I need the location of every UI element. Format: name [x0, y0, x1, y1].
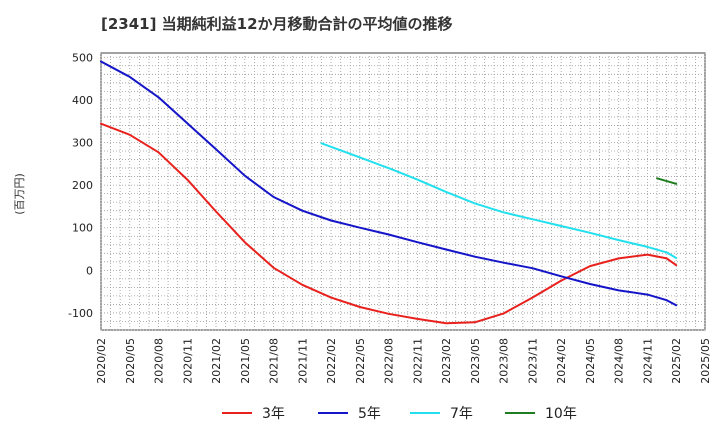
x-tick-label: 2021/05 [239, 338, 252, 384]
legend-label: 3年 [262, 406, 285, 422]
x-tick-label: 2024/11 [641, 338, 654, 384]
y-tick-label: 400 [72, 94, 93, 107]
series-line [100, 60, 678, 307]
legend-label: 10年 [545, 406, 577, 422]
x-tick-label: 2023/02 [440, 338, 453, 384]
series-line [320, 142, 678, 259]
x-tick-label: 2020/08 [153, 338, 166, 384]
x-tick-label: 2021/08 [268, 338, 281, 384]
x-tick-label: 2023/08 [498, 338, 511, 384]
y-tick-label: 0 [86, 264, 93, 277]
x-tick-label: 2023/05 [469, 338, 482, 384]
chart-title: [2341] 当期純利益12か月移動合計の平均値の推移 [101, 15, 453, 33]
x-tick-label: 2025/02 [670, 338, 683, 384]
x-tick-label: 2020/11 [181, 338, 194, 384]
x-tick-label: 2022/11 [411, 338, 424, 384]
x-tick-label: 2024/02 [555, 338, 568, 384]
x-tick-label: 2022/05 [354, 338, 367, 384]
x-tick-label: 2025/05 [699, 338, 712, 384]
legend-label: 7年 [450, 406, 473, 422]
x-tick-label: 2020/05 [124, 338, 137, 384]
y-tick-label: 300 [72, 136, 93, 149]
x-tick-label: 2022/08 [383, 338, 396, 384]
x-tick-label: 2022/02 [325, 338, 338, 384]
y-tick-label: -100 [68, 307, 93, 320]
series-line [656, 177, 678, 185]
x-tick-label: 2023/11 [526, 338, 539, 384]
series-line [100, 122, 678, 325]
x-tick-label: 2024/05 [584, 338, 597, 384]
x-tick-label: 2021/02 [210, 338, 223, 384]
y-tick-label: 500 [72, 51, 93, 64]
legend-label: 5年 [358, 406, 381, 422]
x-tick-label: 2024/08 [613, 338, 626, 384]
x-tick-label: 2021/11 [296, 338, 309, 384]
x-tick-label: 2020/02 [95, 338, 108, 384]
y-tick-label: 100 [72, 222, 93, 235]
y-tick-label: 200 [72, 179, 93, 192]
